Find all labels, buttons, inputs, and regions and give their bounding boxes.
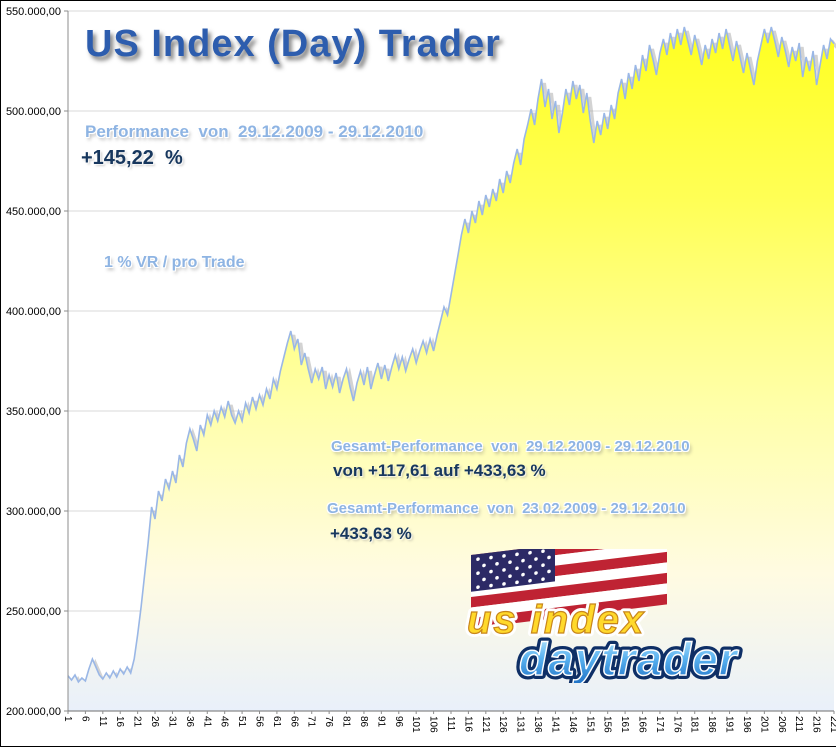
x-axis-label: 11 bbox=[97, 716, 108, 727]
performance-period-label: Performance von 29.12.2009 - 29.12.2010 bbox=[85, 122, 424, 141]
x-axis-label: 46 bbox=[219, 716, 230, 728]
daytrader-logo: us index us index daytrader daytrader bbox=[459, 530, 783, 689]
x-axis-label: 186 bbox=[706, 716, 717, 733]
chart-title: US Index (Day) Trader bbox=[85, 23, 501, 65]
y-axis-label: 450.000,00 bbox=[6, 206, 61, 218]
gesamt-performance-2-value: +433,63 % bbox=[330, 524, 412, 543]
x-axis-label: 221 bbox=[828, 716, 836, 733]
x-axis-label: 26 bbox=[149, 716, 160, 728]
x-axis-label: 156 bbox=[602, 716, 613, 733]
x-axis-label: 81 bbox=[341, 716, 352, 728]
x-axis-label: 61 bbox=[271, 716, 282, 728]
x-axis-label: 216 bbox=[811, 716, 822, 733]
x-axis-label: 191 bbox=[724, 716, 735, 733]
performance-value: +145,22 % bbox=[81, 147, 183, 169]
equity-area bbox=[68, 27, 834, 711]
equity-line bbox=[67, 26, 835, 684]
x-axis-label: 111 bbox=[445, 716, 456, 732]
x-axis-label: 166 bbox=[637, 716, 648, 733]
logo-text-daytrader: daytrader bbox=[519, 633, 739, 683]
x-axis-label: 101 bbox=[410, 716, 421, 733]
flag-stars bbox=[476, 549, 551, 589]
x-axis-label: 41 bbox=[201, 716, 212, 728]
y-axis-label: 250.000,00 bbox=[6, 606, 61, 618]
x-axis-label: 6 bbox=[79, 716, 90, 722]
x-axis-label: 71 bbox=[306, 716, 317, 728]
logo-text-us-index: us index bbox=[467, 598, 645, 642]
x-axis-label: 66 bbox=[288, 716, 299, 728]
x-axis-label: 211 bbox=[793, 716, 804, 732]
x-axis-label: 161 bbox=[619, 716, 630, 733]
x-axis-label: 106 bbox=[428, 716, 439, 733]
x-axis-label: 206 bbox=[776, 716, 787, 733]
x-axis-label: 31 bbox=[167, 716, 178, 728]
y-axis-label: 350.000,00 bbox=[6, 406, 61, 418]
x-axis-label: 176 bbox=[671, 716, 682, 733]
x-axis-label: 126 bbox=[497, 716, 508, 733]
x-axis-label: 21 bbox=[132, 716, 143, 728]
x-axis-label: 76 bbox=[323, 716, 334, 728]
x-axis-label: 121 bbox=[480, 716, 491, 733]
x-axis-label: 196 bbox=[741, 716, 752, 733]
us-flag-icon bbox=[471, 530, 667, 629]
y-axis-label: 300.000,00 bbox=[6, 506, 61, 518]
y-axis-label: 200.000,00 bbox=[6, 706, 61, 718]
risk-per-trade-label: 1 % VR / pro Trade bbox=[104, 254, 245, 271]
x-axis-label: 131 bbox=[515, 716, 526, 733]
x-axis-label: 16 bbox=[114, 716, 125, 728]
gesamt-performance-2-label: Gesamt-Performance von 23.02.2009 - 29.1… bbox=[327, 500, 686, 517]
y-axis-label: 550.000,00 bbox=[6, 6, 61, 18]
x-axis-label: 91 bbox=[375, 716, 386, 728]
gesamt-performance-1-label: Gesamt-Performance von 29.12.2009 - 29.1… bbox=[331, 438, 690, 455]
logo-text-daytrader-outline: daytrader bbox=[519, 633, 739, 683]
x-axis-label: 141 bbox=[550, 716, 561, 733]
x-axis-label: 56 bbox=[254, 716, 265, 728]
x-axis-label: 201 bbox=[758, 716, 769, 733]
gesamt-performance-1-value: von +117,61 auf +433,63 % bbox=[333, 461, 546, 480]
y-axis-label: 500.000,00 bbox=[6, 106, 61, 118]
x-axis-label: 116 bbox=[462, 716, 473, 732]
x-axis-label: 96 bbox=[393, 716, 404, 728]
x-axis-label: 151 bbox=[584, 716, 595, 733]
x-axis-label: 136 bbox=[532, 716, 543, 733]
x-axis-label: 1 bbox=[62, 716, 73, 722]
logo-text-us-index-outline: us index bbox=[467, 598, 645, 642]
x-axis-label: 181 bbox=[689, 716, 700, 733]
y-axis-label: 400.000,00 bbox=[6, 306, 61, 318]
x-axis-label: 36 bbox=[184, 716, 195, 728]
x-axis-label: 86 bbox=[358, 716, 369, 728]
x-axis-label: 51 bbox=[236, 716, 247, 728]
x-axis-label: 171 bbox=[654, 716, 665, 733]
x-axis-label: 146 bbox=[567, 716, 578, 733]
